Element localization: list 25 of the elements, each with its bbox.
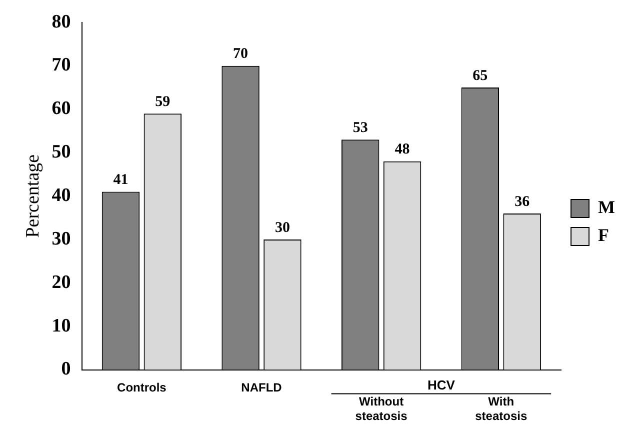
text: HCV [427, 377, 456, 392]
x-tick-label: NAFLD [241, 380, 282, 394]
legend-label: M [598, 197, 616, 218]
y-tick-label: 60 [52, 98, 71, 120]
legend-label: F [598, 225, 610, 246]
data-label: 70 [233, 46, 248, 62]
x-tick-label: Without steatosis [355, 394, 408, 424]
data-label: 53 [352, 120, 368, 136]
y-tick-label: 20 [52, 272, 71, 293]
y-axis-title: Percentage [22, 154, 44, 238]
y-tick-label: 50 [52, 142, 71, 163]
y-tick-label: 40 [52, 185, 71, 206]
x-tick-label: Controls [117, 380, 167, 394]
y-tick-label: 30 [52, 228, 71, 250]
data-label: 41 [113, 172, 128, 188]
data-label: 48 [394, 142, 410, 158]
x-tick-label: With steatosis [475, 394, 528, 424]
y-tick-label: 0 [61, 358, 71, 380]
y-tick-label: 70 [52, 54, 71, 76]
data-label: 30 [274, 220, 290, 236]
data-label: 59 [155, 94, 170, 110]
data-label: 36 [514, 194, 530, 210]
y-tick-label: 80 [52, 11, 71, 32]
y-tick-label: 10 [52, 315, 71, 336]
data-label: 65 [472, 68, 488, 84]
